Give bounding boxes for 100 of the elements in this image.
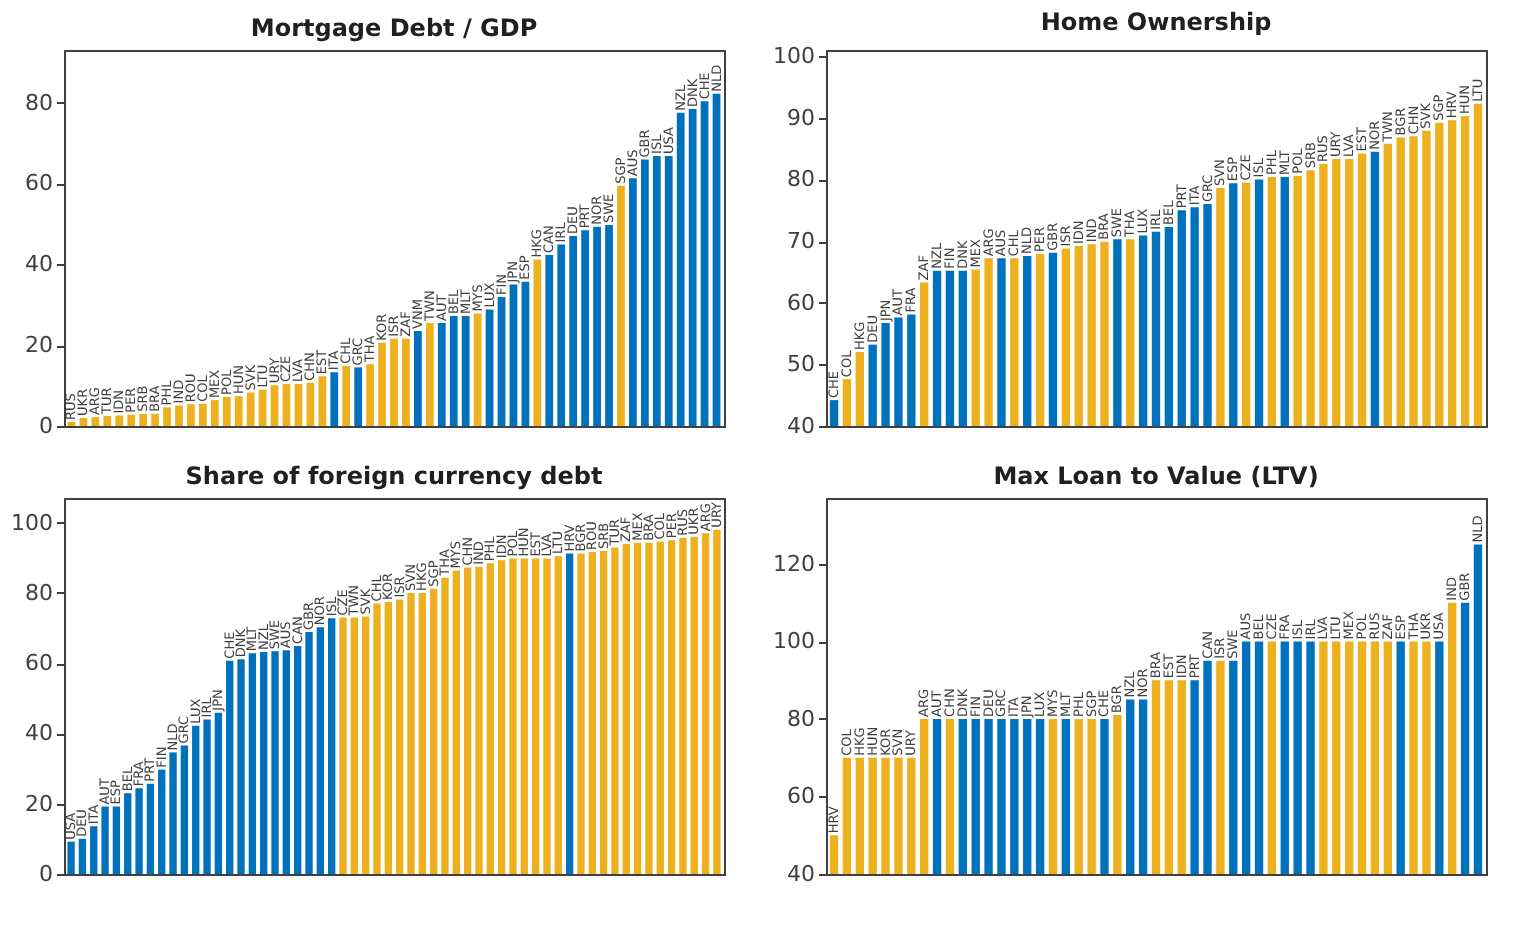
bar — [700, 101, 709, 426]
y-tick-label: 100 — [773, 43, 815, 70]
bar — [103, 415, 112, 426]
bar — [418, 592, 427, 874]
bar — [557, 244, 566, 426]
y-tick-label: 0 — [39, 861, 53, 887]
bar — [294, 645, 302, 874]
bar — [151, 413, 159, 426]
bar — [497, 560, 506, 874]
bar — [226, 660, 234, 874]
bar — [146, 783, 155, 874]
y-tick-label: 80 — [787, 166, 815, 193]
bar — [497, 297, 506, 426]
y-tick-label: 40 — [787, 861, 815, 887]
bar — [664, 155, 673, 426]
bar — [127, 414, 136, 426]
bar — [67, 841, 75, 874]
y-tick-label: 20 — [25, 332, 53, 359]
bar — [676, 112, 685, 426]
y-tick-label: 80 — [25, 89, 53, 116]
bar — [414, 330, 422, 426]
bar — [192, 725, 200, 874]
bar — [656, 541, 664, 874]
y-tick-label: 100 — [11, 509, 53, 536]
bar — [667, 540, 676, 874]
bar — [78, 838, 87, 874]
bar — [640, 159, 649, 426]
bar — [158, 769, 166, 874]
bar — [485, 309, 494, 426]
y-tick-label: 40 — [25, 251, 53, 278]
bar — [234, 396, 243, 426]
bar — [378, 342, 386, 426]
bar — [569, 235, 578, 426]
bar — [390, 338, 398, 426]
bar — [475, 566, 483, 874]
bar — [187, 404, 195, 426]
bar — [581, 230, 590, 426]
bar — [461, 316, 470, 426]
bar — [531, 558, 540, 874]
y-tick-label: 90 — [787, 104, 815, 131]
bar — [521, 281, 530, 426]
y-tick-label: 70 — [787, 228, 815, 255]
bar — [306, 382, 315, 426]
bar — [407, 592, 415, 874]
bar — [509, 284, 518, 426]
bar — [90, 826, 98, 874]
bar — [554, 555, 562, 874]
y-tick-label: 0 — [39, 413, 53, 439]
bar — [449, 316, 458, 426]
bar — [305, 631, 313, 874]
bar — [373, 603, 381, 874]
bar — [520, 558, 528, 874]
bar — [282, 383, 291, 426]
bar — [124, 793, 132, 874]
y-tick-label: 100 — [773, 628, 815, 655]
bar — [169, 752, 177, 874]
bar — [112, 806, 121, 874]
bar — [237, 659, 245, 874]
y-tick-label: 60 — [787, 289, 815, 316]
y-tick-label: 80 — [25, 579, 53, 606]
bar — [342, 365, 351, 426]
bar — [339, 617, 347, 874]
bar — [452, 570, 460, 874]
bar — [441, 577, 449, 874]
bar — [713, 529, 721, 874]
bar — [135, 788, 143, 874]
bar — [533, 259, 542, 426]
bar — [611, 547, 619, 874]
bar — [203, 719, 211, 874]
bar — [210, 400, 219, 426]
bar — [543, 558, 551, 874]
bar — [688, 109, 697, 426]
bar — [294, 383, 303, 426]
y-tick-label: 80 — [787, 705, 815, 732]
bar — [679, 537, 687, 874]
chart-title: Max Loan to Value (LTV) — [993, 462, 1319, 490]
bar — [593, 226, 601, 426]
bar — [577, 553, 585, 874]
chart-title: Home Ownership — [1040, 8, 1273, 37]
bar — [605, 225, 613, 426]
bar — [271, 651, 279, 874]
bar — [328, 618, 336, 874]
bar — [565, 553, 574, 874]
bar — [617, 185, 625, 426]
bar — [463, 567, 472, 874]
bar — [246, 392, 255, 426]
bar — [395, 599, 404, 874]
bar — [354, 367, 363, 426]
bar — [316, 627, 325, 874]
bar — [473, 313, 482, 426]
y-tick-label: 120 — [773, 550, 815, 577]
y-tick-label: 40 — [25, 720, 53, 747]
chart-title: Share of foreign currency debt — [185, 462, 603, 490]
bar — [486, 563, 494, 874]
bar — [330, 372, 339, 426]
bar — [318, 376, 327, 426]
bar — [384, 602, 393, 874]
bar — [690, 536, 698, 874]
y-tick-label: 50 — [787, 351, 815, 378]
bar — [115, 415, 124, 426]
